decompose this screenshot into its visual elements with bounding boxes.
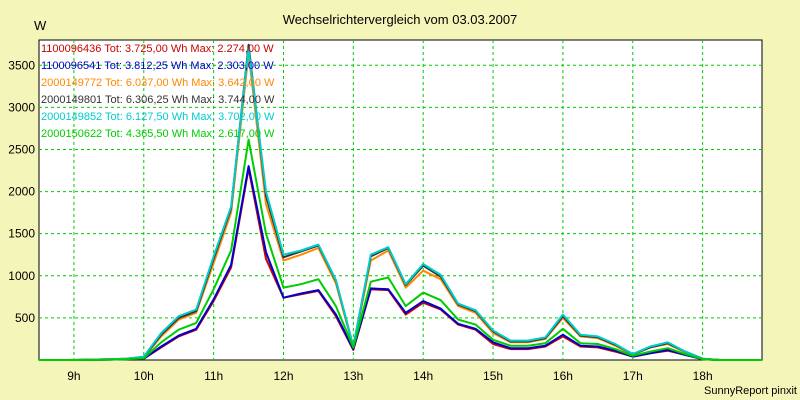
y-tick-label: 1000 — [8, 269, 35, 283]
y-tick-label: 1500 — [8, 227, 35, 241]
y-tick-label: 3000 — [8, 100, 35, 114]
legend: 1100096436 Tot: 3.725,00 Wh Max: 2.274,0… — [41, 43, 275, 140]
y-axis-ticks: 500 1000 1500 2000 2500 3000 3500 — [8, 58, 35, 325]
footer-credit: SunnyReport pinxit — [704, 385, 797, 397]
legend-entry-1100096436: 1100096436 Tot: 3.725,00 Wh Max: 2.274,0… — [41, 43, 274, 55]
x-tick-label: 18h — [693, 369, 713, 383]
legend-entry-1100096541: 1100096541 Tot: 3.812,25 Wh Max: 2.303,0… — [41, 60, 274, 72]
x-tick-label: 13h — [343, 369, 363, 383]
x-tick-label: 12h — [273, 369, 293, 383]
series-line-1100096541 — [39, 165, 762, 361]
series-line-2000149852 — [39, 47, 762, 361]
x-tick-label: 10h — [134, 369, 154, 383]
x-tick-label: 14h — [413, 369, 433, 383]
x-tick-label: 17h — [623, 369, 643, 383]
y-tick-label: 2000 — [8, 185, 35, 199]
x-axis-ticks: 9h 10h 11h 12h 13h 14h 15h 16h 17h 18h — [67, 369, 712, 383]
x-tick-label: 15h — [483, 369, 503, 383]
legend-entry-2000149772: 2000149772 Tot: 6.037,00 Wh Max: 3.642,0… — [41, 77, 275, 89]
y-axis-unit: W — [34, 18, 47, 33]
y-tick-label: 500 — [15, 311, 35, 325]
y-tick-label: 2500 — [8, 142, 35, 156]
x-tick-label: 16h — [553, 369, 573, 383]
legend-entry-2000149852: 2000149852 Tot: 6.127,50 Wh Max: 3.702,0… — [41, 111, 275, 123]
grid-lines — [39, 40, 762, 360]
legend-entry-2000149801: 2000149801 Tot: 6.306,25 Wh Max: 3.744,0… — [41, 94, 275, 106]
series-line-2000150622 — [39, 138, 762, 361]
y-tick-label: 3500 — [8, 58, 35, 72]
x-tick-label: 11h — [204, 369, 223, 383]
legend-entry-2000150622: 2000150622 Tot: 4.365,50 Wh Max: 2.617,0… — [41, 128, 275, 140]
series-lines — [39, 43, 762, 361]
x-tick-label: 9h — [67, 369, 80, 383]
chart-title: Wechselrichtervergleich vom 03.03.2007 — [283, 12, 518, 27]
